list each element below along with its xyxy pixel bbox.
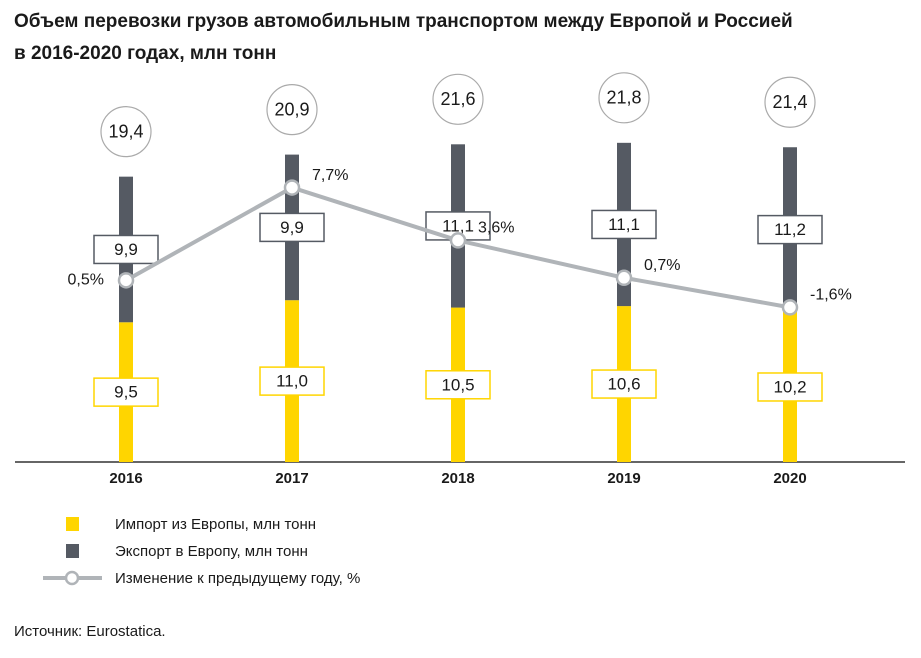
value-label-box <box>259 212 325 243</box>
value-label: 9,9 <box>114 240 138 259</box>
line-point <box>449 232 467 249</box>
value-label: 10,5 <box>441 375 474 394</box>
total-label: 21,6 <box>440 89 475 109</box>
value-label-box <box>259 366 325 396</box>
value-label: 11,0 <box>276 372 308 391</box>
value-label: 9,9 <box>280 218 304 237</box>
x-tick-label: 2020 <box>773 470 806 487</box>
legend-label: Импорт из Европы, млн тонн <box>115 516 316 533</box>
value-label-box <box>591 369 657 399</box>
total-circle <box>764 76 816 128</box>
value-label: 10,6 <box>607 375 640 394</box>
value-label: 0,7% <box>644 257 680 274</box>
value-label-box <box>591 209 657 240</box>
legend-swatch <box>66 544 79 558</box>
source: Источник: Eurostatica. <box>14 623 166 640</box>
total-label: 21,4 <box>772 92 807 112</box>
line-point <box>117 272 135 289</box>
x-tick-label: 2016 <box>109 470 142 487</box>
value-label: 11,1 <box>608 215 640 234</box>
total-label: 21,8 <box>606 88 641 108</box>
total-circle <box>598 72 650 124</box>
value-label: -1,6% <box>810 287 852 304</box>
legend-label: Экспорт в Европу, млн тонн <box>115 543 308 560</box>
value-label: 9,5 <box>114 383 138 402</box>
x-tick-label: 2018 <box>441 470 474 487</box>
value-label: 0,5% <box>68 272 104 289</box>
value-label-box <box>425 370 491 400</box>
value-label-box <box>757 214 823 245</box>
chart-title: Объем перевозки грузов автомобильным тра… <box>14 11 793 32</box>
legend-swatch <box>66 517 79 531</box>
x-tick-label: 2017 <box>275 470 308 487</box>
value-label: 11,1 <box>442 216 474 235</box>
value-label: 7,7% <box>312 167 348 184</box>
line-point <box>283 179 301 196</box>
value-label: 11,2 <box>774 220 806 239</box>
chart-title: в 2016-2020 годах, млн тонн <box>14 43 276 64</box>
value-label-box <box>93 377 159 407</box>
total-circle <box>100 106 152 158</box>
total-label: 20,9 <box>274 99 309 119</box>
value-label: 10,2 <box>773 377 806 396</box>
value-label-box <box>93 234 159 265</box>
total-label: 19,4 <box>108 121 143 141</box>
legend-marker <box>64 570 80 586</box>
line-point <box>615 269 633 287</box>
x-tick-label: 2019 <box>607 470 640 487</box>
line-point <box>781 299 799 316</box>
total-circle <box>432 73 484 125</box>
value-label-box <box>757 372 823 402</box>
value-label: 3,6% <box>478 220 514 237</box>
legend-label: Изменение к предыдущему году, % <box>115 570 360 587</box>
total-circle <box>266 83 318 136</box>
